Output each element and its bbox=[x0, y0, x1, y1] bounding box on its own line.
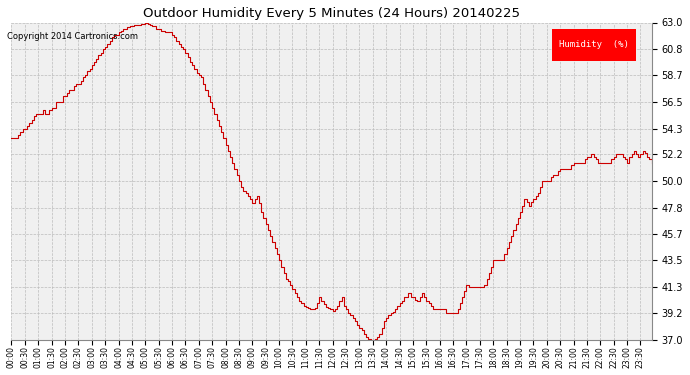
Title: Outdoor Humidity Every 5 Minutes (24 Hours) 20140225: Outdoor Humidity Every 5 Minutes (24 Hou… bbox=[143, 7, 520, 20]
Text: Copyright 2014 Cartronics.com: Copyright 2014 Cartronics.com bbox=[7, 32, 138, 41]
